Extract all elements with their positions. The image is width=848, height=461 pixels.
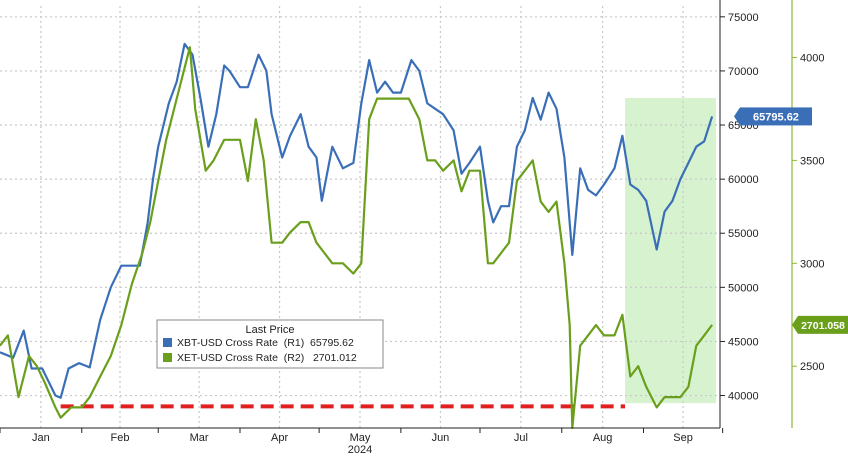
y-tick-label-r2: 2500 <box>800 361 824 373</box>
last-value-badge-xet <box>798 315 848 334</box>
x-tick-label: Feb <box>111 432 130 444</box>
x-tick-label: Apr <box>271 432 288 444</box>
last-value-label-xbt: 65795.62 <box>753 111 799 123</box>
y-tick-label-r1: 70000 <box>728 66 759 78</box>
y-tick-label-r1: 75000 <box>728 12 759 24</box>
x-axis-label: 2024 <box>348 444 372 456</box>
last-value-badge-xbt <box>740 107 812 126</box>
y-tick-label-r1: 55000 <box>728 228 759 240</box>
legend-swatch-xbt <box>163 338 172 347</box>
x-tick-label: Mar <box>190 432 209 444</box>
legend-box <box>156 319 384 369</box>
x-tick-label: Sep <box>673 432 693 444</box>
y-tick-label-r1: 50000 <box>728 282 759 294</box>
x-tick-label: Jun <box>432 432 450 444</box>
y-tick-label-r2: 4000 <box>800 52 824 64</box>
legend-swatch-xet <box>163 353 172 362</box>
series-line-xet <box>0 46 713 430</box>
y-tick-label-r1: 40000 <box>728 391 759 403</box>
last-value-label-xet: 2701.058 <box>801 320 845 332</box>
legend: Last Price XBT-USD Cross Rate (R1) 65795… <box>156 319 384 369</box>
x-tick-label: Aug <box>593 432 613 444</box>
y-tick-label-r1: 60000 <box>728 174 759 186</box>
highlight-region <box>625 97 716 404</box>
x-tick-label: Jul <box>514 432 528 444</box>
legend-title: Last Price <box>246 324 295 336</box>
legend-entry-xet: XET-USD Cross Rate (R2) 2701.012 <box>177 352 357 364</box>
legend-entry-xbt: XBT-USD Cross Rate (R1) 65795.62 <box>177 337 354 349</box>
y-tick-label-r2: 3500 <box>800 155 824 167</box>
last-value-pointer-xet <box>792 315 798 334</box>
x-tick-label: May <box>350 432 371 444</box>
y-tick-label-r2: 3000 <box>800 258 824 270</box>
x-tick-label: Jan <box>32 432 50 444</box>
y-tick-label-r1: 45000 <box>728 336 759 348</box>
last-value-pointer-xbt <box>734 107 740 126</box>
series-line-xbt <box>0 42 714 399</box>
